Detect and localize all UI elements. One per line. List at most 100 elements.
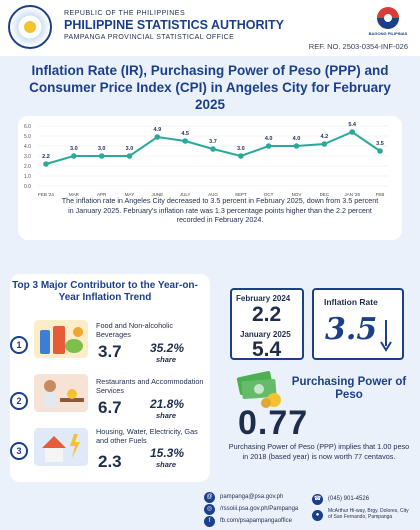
contributor-share-label: share	[156, 411, 177, 420]
data-label: 3.0	[126, 146, 134, 152]
ppp-value: 0.77	[238, 404, 309, 442]
x-tick-label: MAR	[69, 192, 80, 197]
feb-2024-value: 2.2	[252, 303, 282, 326]
page-title: Inflation Rate (IR), Purchasing Power of…	[29, 63, 391, 112]
contributor-value: 2.3	[98, 452, 122, 471]
housing-utilities-icon	[34, 428, 88, 466]
ppp-description: Purchasing Power of Peso (PPP) implies t…	[228, 442, 410, 461]
contributor-number: 2	[10, 392, 28, 410]
y-tick-label: 3.0	[24, 154, 31, 160]
y-tick-label: 4.0	[24, 144, 31, 150]
y-tick-label: 1.0	[24, 174, 31, 180]
inflation-line-chart: 0.0 1.0 2.0 3.0 4.0 5.0 6.0 2.2 FEB '24 3.0 MAR 3.0…	[24, 122, 388, 197]
footer: @ pampanga@psa.gov.ph ◎ /rssoiii.psa.gov…	[0, 486, 420, 530]
location-pin-icon: ●	[312, 510, 323, 521]
contributor-value: 3.7	[98, 342, 122, 361]
data-point	[293, 143, 300, 149]
data-label: 3.0	[70, 146, 78, 152]
data-label: 3.0	[237, 146, 245, 152]
contributor-item-3: 3 Housing, Water, Electricity, Gas and o…	[0, 426, 210, 484]
ppp-title: Purchasing Power of Peso	[291, 376, 407, 401]
groceries-icon	[34, 320, 88, 358]
data-label: 5.4	[348, 122, 357, 128]
data-point	[321, 141, 328, 147]
data-label: 4.2	[321, 134, 329, 140]
contributor-label: Restaurants and Accommodation Services	[96, 377, 204, 395]
reference-number: REF. NO. 2503-0354-INF-026	[308, 42, 408, 51]
footer-address: McArthur Hi-way, Brgy. Dolores, City of …	[328, 508, 409, 520]
data-label: 3.0	[98, 146, 106, 152]
data-point	[210, 146, 216, 152]
data-label: 2.2	[42, 154, 50, 160]
data-label: 4.0	[265, 136, 273, 142]
contributor-number: 3	[10, 442, 28, 460]
header-office: PAMPANGA PROVINCIAL STATISTICAL OFFICE	[64, 34, 235, 41]
contributor-number: 1	[10, 336, 28, 354]
inflation-chart-card: 0.0 1.0 2.0 3.0 4.0 5.0 6.0 2.2 FEB '24 3.0 MAR 3.0…	[18, 116, 402, 240]
contributor-item-2: 2 Restaurants and Accommodation Services…	[0, 372, 210, 430]
footer-website[interactable]: /rssoiii.psa.gov.ph/Pampanga	[220, 506, 299, 512]
x-tick-label: OCT	[264, 192, 274, 197]
y-tick-label: 0.0	[24, 184, 31, 190]
restaurant-icon	[34, 374, 88, 412]
inflation-rate-value: 3.5	[325, 312, 378, 347]
y-tick-label: 5.0	[24, 134, 31, 140]
down-arrow-icon	[380, 320, 392, 352]
contributor-label: Housing, Water, Electricity, Gas and oth…	[96, 427, 198, 445]
x-tick-label: FEB '24	[38, 192, 54, 197]
data-label: 4.9	[154, 127, 162, 133]
x-tick-label: NOV	[292, 192, 302, 197]
data-label: 3.5	[376, 141, 384, 147]
inflation-rate-label: Inflation Rate	[324, 297, 378, 307]
footer-email[interactable]: pampanga@psa.gov.ph	[220, 494, 284, 500]
phone-icon: ☎	[312, 494, 323, 505]
x-tick-label: DEC	[320, 192, 330, 197]
data-point	[43, 161, 49, 167]
feb-2024-label: February 2024	[236, 294, 291, 303]
data-point	[238, 153, 244, 159]
x-tick-label: MAY	[125, 192, 134, 197]
contributor-item-1: 1 Food and Non-alcoholic Beverages 3.7 3…	[0, 316, 210, 374]
x-tick-label: JAN '25	[344, 192, 360, 197]
contributor-label: Food and Non-alcoholic Beverages	[96, 321, 174, 339]
header-bar: REPUBLIC OF THE PHILIPPINES PHILIPPINE S…	[0, 0, 420, 56]
contributors-title: Top 3 Major Contributor to the Year-on-Y…	[12, 280, 198, 303]
data-point	[126, 153, 133, 159]
data-label: 4.0	[293, 136, 301, 142]
contributor-value: 6.7	[98, 398, 122, 417]
data-label: 3.7	[209, 139, 217, 145]
data-point	[154, 134, 161, 140]
email-icon: @	[204, 492, 215, 503]
data-point	[349, 129, 355, 135]
y-tick-label: 6.0	[24, 124, 31, 130]
header-agency: PHILIPPINE STATISTICS AUTHORITY	[64, 18, 284, 32]
contributor-share-pct: 35.2%	[150, 341, 185, 355]
contributor-share-pct: 21.8%	[150, 397, 185, 411]
x-tick-label: JULY	[180, 192, 191, 197]
psa-seal-icon	[8, 5, 52, 49]
x-tick-label: APR	[97, 192, 107, 197]
inflation-rate-box	[312, 288, 404, 360]
money-bills-icon	[236, 371, 281, 408]
bagong-pilipinas-logo-icon: BAGONG PILIPINAS	[369, 7, 408, 36]
data-point	[265, 143, 272, 149]
footer-facebook[interactable]: fb.com/psapampangaoffice	[220, 518, 292, 524]
y-tick-label: 2.0	[24, 164, 31, 170]
data-point	[71, 153, 77, 159]
contributor-share-label: share	[156, 460, 177, 469]
header-republic: REPUBLIC OF THE PHILIPPINES	[64, 10, 186, 17]
data-label: 4.5	[181, 131, 189, 137]
x-tick-label: AUG	[208, 192, 218, 197]
facebook-icon: f	[204, 516, 215, 527]
chart-description: The inflation rate in Angeles City decre…	[61, 196, 379, 224]
data-point	[182, 138, 188, 144]
globe-icon: ◎	[204, 504, 215, 515]
data-point	[377, 148, 383, 154]
bagong-pilipinas-label: BAGONG PILIPINAS	[369, 31, 408, 36]
x-tick-label: JUNE	[151, 192, 163, 197]
data-point	[98, 153, 105, 159]
jan-2025-value: 5.4	[252, 338, 282, 361]
footer-phone: (045) 901-4526	[328, 496, 370, 502]
contributor-share-label: share	[156, 355, 177, 364]
x-tick-label: FEB	[376, 192, 385, 197]
